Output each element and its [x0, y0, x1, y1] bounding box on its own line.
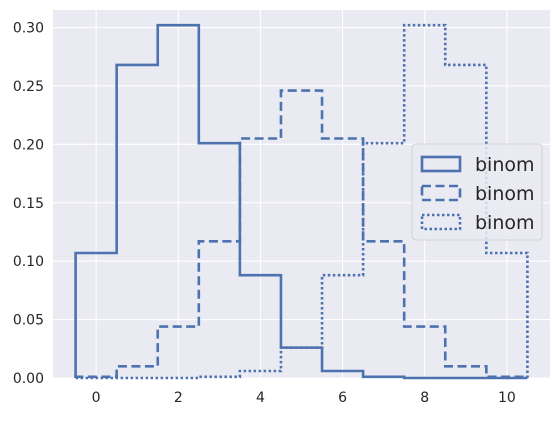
- y-tick-label: 0.10: [13, 254, 44, 270]
- series-layer: [74, 23, 529, 380]
- x-tick-label: 0: [92, 390, 101, 406]
- legend-label: binom: [475, 154, 535, 176]
- y-tick-label: 0.25: [13, 79, 44, 95]
- x-tick-label: 4: [256, 390, 265, 406]
- legend-swatch: [420, 213, 462, 231]
- series-dashed: [74, 89, 529, 379]
- series-line: [74, 89, 529, 379]
- legend-swatch: [420, 155, 462, 173]
- legend-label: binom: [475, 183, 535, 205]
- x-tick-label: 10: [498, 390, 516, 406]
- x-tick-label: 6: [338, 390, 347, 406]
- x-tick-label: 8: [420, 390, 429, 406]
- y-tick-label: 0.30: [13, 21, 44, 37]
- series-line: [74, 23, 528, 380]
- legend-label: binom: [475, 212, 535, 234]
- y-tick-label: 0.00: [13, 371, 44, 387]
- x-tick-label: 2: [174, 390, 183, 406]
- y-tick-label: 0.20: [13, 137, 44, 153]
- y-tick-label: 0.05: [13, 313, 44, 329]
- y-tick-label: 0.15: [13, 196, 44, 212]
- series-solid: [74, 23, 528, 380]
- legend-swatch: [420, 184, 462, 202]
- legend: binom binom binom: [411, 143, 543, 241]
- axis-ticks: 0 2 4 6 8 10 0.00 0.05 0.10 0.15 0.20 0.25 0.30: [13, 21, 516, 406]
